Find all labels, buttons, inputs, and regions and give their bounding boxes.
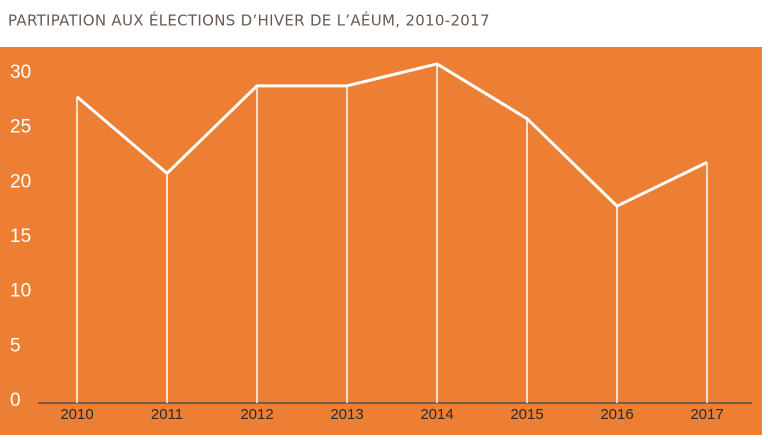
x-tick-label: 2010 (60, 406, 93, 423)
chart-title: PARTIPATION AUX ÉLECTIONS D’HIVER DE L’A… (8, 11, 490, 30)
y-tick-label: 20 (10, 171, 31, 192)
x-tick-label: 2012 (240, 406, 273, 423)
x-tick-label: 2017 (690, 406, 723, 423)
x-tick-label: 2011 (151, 406, 183, 423)
plot-background (0, 47, 762, 435)
y-tick-label: 25 (10, 117, 31, 138)
x-tick-label: 2015 (510, 406, 543, 423)
x-tick-label: 2013 (330, 406, 363, 423)
y-tick-label: 10 (10, 281, 31, 302)
y-tick-label: 5 (10, 335, 21, 356)
line (76, 62, 708, 208)
y-tick-label: 15 (10, 226, 31, 247)
x-tick-label: 2016 (600, 406, 633, 423)
x-tick-label: 2014 (420, 406, 453, 423)
y-tick-label: 30 (10, 62, 31, 83)
y-tick-label: 0 (10, 390, 21, 411)
